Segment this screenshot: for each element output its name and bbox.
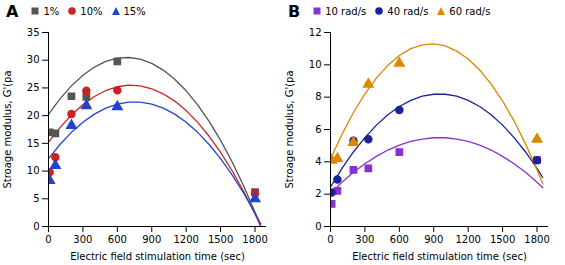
svg-text:8: 8 <box>315 91 321 102</box>
html-text:40 rad/s: 40 rad/s <box>387 5 429 17</box>
html-text:60 rad/s: 60 rad/s <box>449 5 491 17</box>
svg-text:1200: 1200 <box>455 234 480 245</box>
svg-text:1200: 1200 <box>173 234 198 245</box>
svg-text:5: 5 <box>33 193 39 204</box>
svg-text:1500: 1500 <box>490 234 515 245</box>
svg-text:300: 300 <box>73 234 92 245</box>
svg-text:Stroage modulus, G'(pa: Stroage modulus, G'(pa <box>284 70 295 188</box>
svg-text:Electric field stimulation tim: Electric field stimulation time (sec) <box>352 251 527 262</box>
html-text:A: A <box>6 1 19 21</box>
svg-text:900: 900 <box>424 234 443 245</box>
svg-text:1500: 1500 <box>208 234 233 245</box>
svg-text:35: 35 <box>27 27 40 38</box>
svg-text:12: 12 <box>309 27 322 38</box>
html-text:10%: 10% <box>80 5 103 17</box>
svg-text:30: 30 <box>27 54 40 65</box>
svg-text:25: 25 <box>27 82 40 93</box>
html-text:B: B <box>288 1 301 21</box>
svg-text:10: 10 <box>309 59 322 70</box>
html-text:1%: 1% <box>43 5 60 17</box>
svg-text:15: 15 <box>27 138 40 149</box>
svg-text:0: 0 <box>315 221 321 232</box>
svg-text:Electric field stimulation tim: Electric field stimulation time (sec) <box>70 251 245 262</box>
svg-text:0: 0 <box>327 234 333 245</box>
svg-text:6: 6 <box>315 124 321 135</box>
svg-text:4: 4 <box>315 156 321 167</box>
html-text:15%: 15% <box>123 5 146 17</box>
svg-text:900: 900 <box>142 234 161 245</box>
svg-text:2: 2 <box>315 188 321 199</box>
svg-text:1800: 1800 <box>524 234 549 245</box>
svg-text:1800: 1800 <box>242 234 267 245</box>
svg-text:10: 10 <box>27 165 40 176</box>
svg-text:Stroage modulus, G'(pa: Stroage modulus, G'(pa <box>2 70 13 188</box>
svg-text:600: 600 <box>390 234 409 245</box>
svg-text:300: 300 <box>355 234 374 245</box>
svg-text:20: 20 <box>27 110 40 121</box>
svg-text:0: 0 <box>33 221 39 232</box>
svg-text:600: 600 <box>108 234 127 245</box>
svg-text:0: 0 <box>45 234 51 245</box>
html-text:10 rad/s: 10 rad/s <box>325 5 367 17</box>
